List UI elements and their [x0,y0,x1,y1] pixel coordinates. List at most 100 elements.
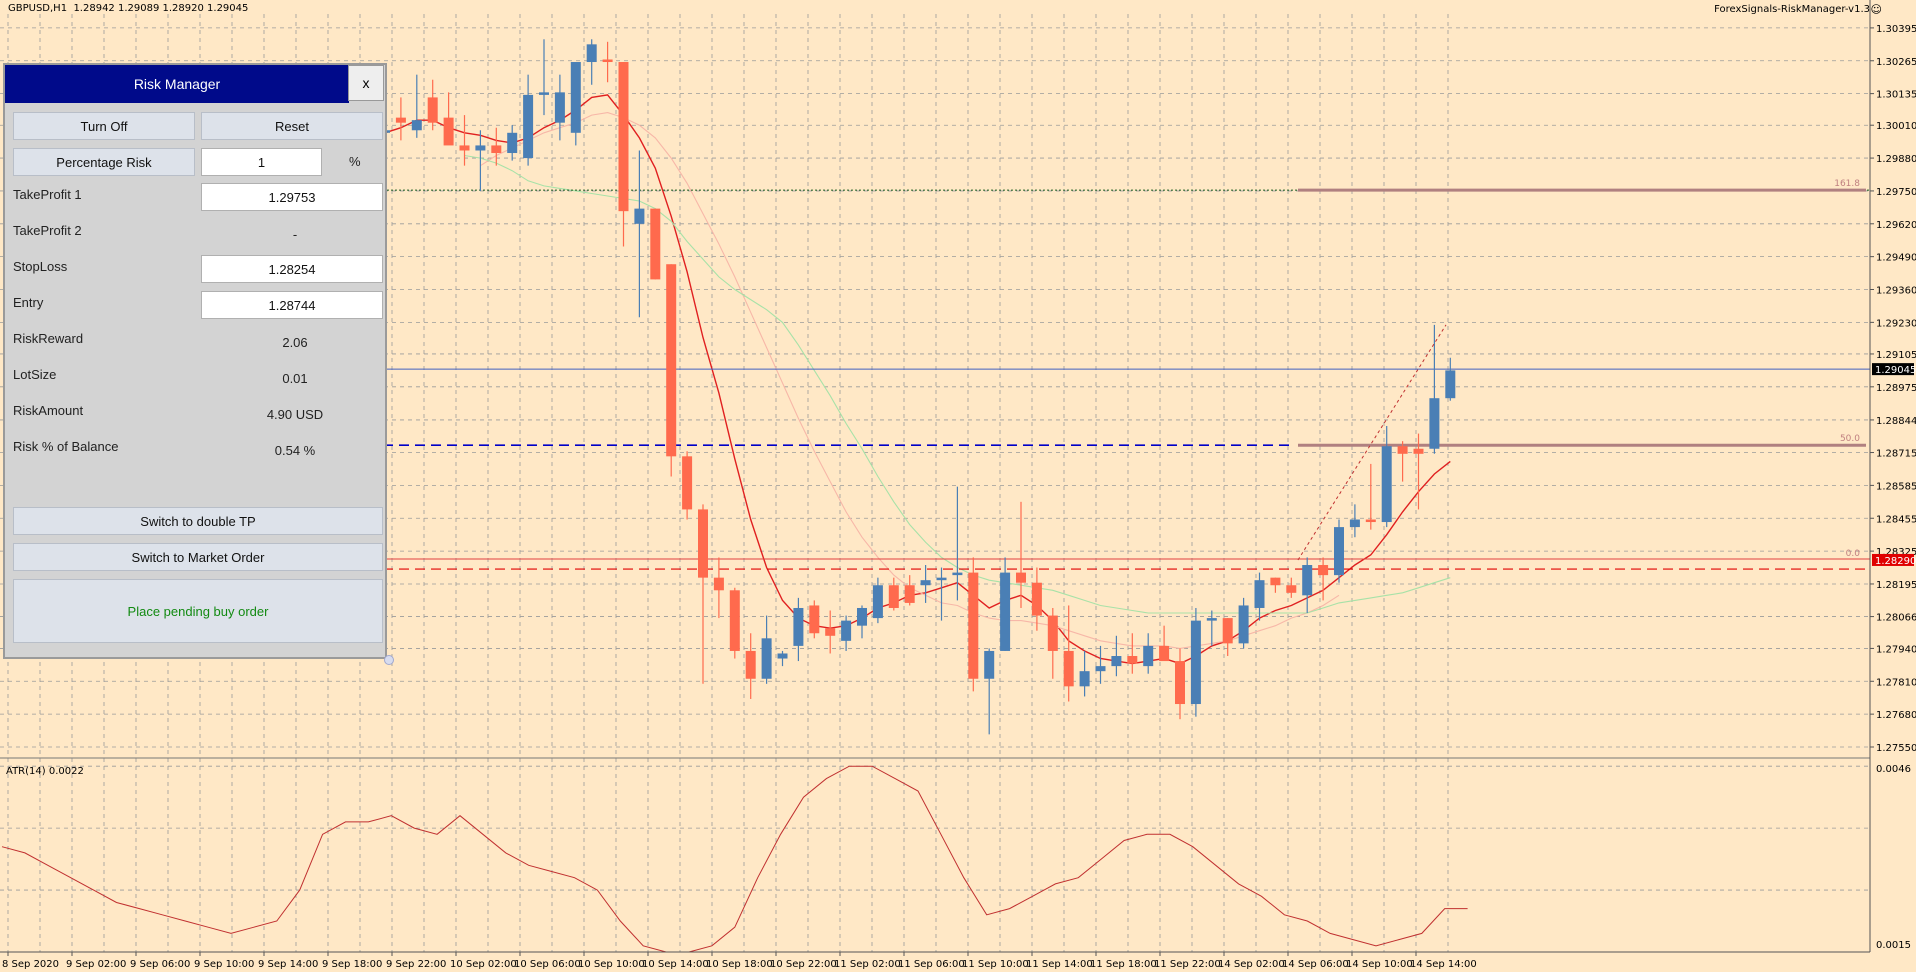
price-tick-label: 1.30010 [1876,121,1916,132]
time-tick-label: 9 Sep 18:00 [322,959,382,970]
atr-line [1,765,1468,953]
candle-body [777,653,788,659]
candle-body [1190,620,1201,705]
candle [1302,557,1313,614]
price-tick-label: 1.29490 [1876,253,1916,264]
sl-price-badge [1872,553,1914,566]
candle-body [857,607,867,626]
price-tick-label: 1.28195 [1876,580,1916,591]
tp1-label: TakeProfit 1 [13,187,82,202]
candle-body [1031,582,1042,616]
candle-body [491,145,502,154]
candle [968,557,979,692]
switch-double-tp-button[interactable]: Switch to double TP [13,507,383,535]
candle [1047,607,1058,679]
time-tick-label: 10 Sep 10:00 [578,959,645,970]
ohlc-readout: 1.28942 1.29089 1.28920 1.29045 [73,3,249,14]
candle-body [872,585,883,619]
price-tick-label: 1.30135 [1876,90,1916,101]
candle-body [984,650,995,679]
candle [1000,557,1011,651]
stoploss-input[interactable]: 1.28254 [201,255,383,283]
candle [1031,567,1042,631]
candle-body [904,585,915,603]
percentage-risk-button[interactable]: Percentage Risk [13,148,195,176]
candle [427,79,438,131]
candle-body [952,572,963,576]
candle-body [841,620,852,641]
candle [1334,519,1344,583]
candle [984,648,995,735]
candle [1270,577,1281,593]
reset-button[interactable]: Reset [201,112,383,140]
candle-body [1302,565,1313,596]
time-tick-label: 14 Sep 14:00 [1410,959,1477,970]
time-tick-label: 11 Sep 02:00 [834,959,901,970]
time-tick-label: 10 Sep 14:00 [642,959,709,970]
candle-body [1175,661,1185,705]
close-icon: x [362,75,370,91]
candle-body [1111,656,1122,667]
fib-trendline [1297,324,1447,561]
candle [1238,597,1249,649]
candle [491,127,502,166]
candle-body [395,117,406,123]
candle [841,615,852,651]
candle-body [1445,370,1456,399]
time-tick-label: 9 Sep 22:00 [386,959,446,970]
candle-body [1206,618,1217,621]
candle-body [793,607,804,646]
price-tick-label: 1.27810 [1876,677,1916,688]
time-tick-label: 9 Sep 14:00 [258,959,318,970]
price-tick-label: 1.28455 [1876,514,1916,525]
candle-body [1127,656,1138,664]
percentage-risk-input[interactable]: 1 [201,148,322,176]
candle-body [1238,605,1249,644]
candle-body [1365,519,1376,523]
close-button[interactable]: x [348,65,384,101]
candle [602,41,613,83]
time-tick-label: 8 Sep 2020 [2,959,59,970]
candle-body [570,62,581,133]
panel-title-bar[interactable]: Risk Manager [5,65,349,103]
candle [761,615,772,684]
turn-off-button[interactable]: Turn Off [13,112,195,140]
price-tick-label: 1.29105 [1876,350,1916,361]
candle [634,150,645,318]
lotsize-label: LotSize [13,367,57,382]
candle-body [698,509,708,578]
candle [1095,645,1106,684]
entry-input[interactable]: 1.28744 [201,291,383,319]
candle [1222,618,1233,657]
risk-balance-value: 0.54 % [274,443,316,458]
time-tick-label: 10 Sep 18:00 [706,959,773,970]
price-tick-label: 1.29230 [1876,318,1916,329]
time-tick-label: 11 Sep 10:00 [962,959,1029,970]
candle [1381,425,1392,528]
candle-body [936,577,947,581]
place-pending-buy-order-button[interactable]: Place pending buy order [13,579,383,643]
candle [698,504,708,684]
candle-body [1159,645,1170,662]
time-tick-label: 11 Sep 06:00 [898,959,965,970]
price-tick-label: 1.27680 [1876,710,1916,721]
panel-resize-handle[interactable] [384,655,394,665]
entry-label: Entry [13,295,44,310]
tp2-value: - [292,227,298,242]
candle-body [809,605,820,634]
switch-market-order-button[interactable]: Switch to Market Order [13,543,383,571]
candle [554,74,565,141]
candle-body [666,264,677,457]
candle [1159,625,1170,662]
candle-body [1397,446,1408,454]
candle [825,610,836,654]
candle-body [618,62,629,212]
candle [682,451,693,520]
candle [586,39,597,85]
candle [1397,441,1408,482]
candle-body [602,59,613,63]
candle-body [745,650,756,679]
candle [475,130,486,191]
tp1-input[interactable]: 1.29753 [201,183,383,211]
candle [650,208,661,280]
